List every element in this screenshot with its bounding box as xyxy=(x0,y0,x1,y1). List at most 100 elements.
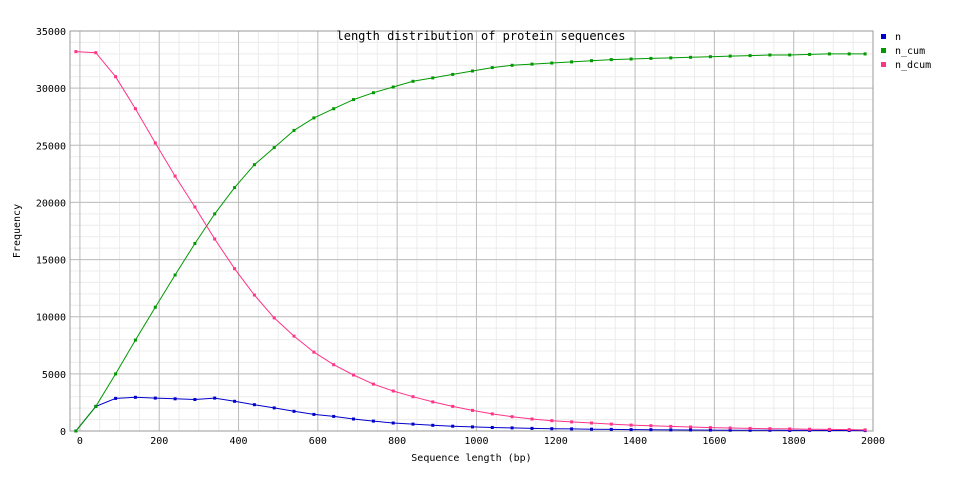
data-point xyxy=(609,422,613,426)
data-point xyxy=(748,54,752,58)
data-point xyxy=(352,417,355,421)
data-point xyxy=(213,396,217,400)
data-point xyxy=(411,79,415,83)
data-point xyxy=(371,382,375,386)
data-point xyxy=(550,61,554,65)
data-point xyxy=(570,427,574,431)
legend-label: n_dcum xyxy=(895,60,931,71)
x-tick-label: 2000 xyxy=(861,436,885,447)
data-point xyxy=(649,424,653,428)
data-point xyxy=(94,51,98,55)
data-point xyxy=(863,428,867,432)
data-point xyxy=(193,205,197,209)
x-axis-label: Sequence length (bp) xyxy=(411,453,531,464)
data-point xyxy=(708,426,712,430)
data-point xyxy=(550,419,554,423)
y-tick-label: 35000 xyxy=(36,27,66,38)
data-point xyxy=(788,427,792,431)
data-point xyxy=(590,427,593,431)
data-point xyxy=(252,403,256,407)
data-point xyxy=(748,426,752,430)
data-point xyxy=(352,98,355,102)
data-point xyxy=(689,425,693,429)
legend-marker xyxy=(881,34,886,39)
data-point xyxy=(530,426,534,430)
series-n xyxy=(74,395,867,433)
data-point xyxy=(708,428,712,432)
data-point xyxy=(490,412,494,416)
data-point xyxy=(827,52,831,56)
data-point xyxy=(490,66,494,70)
data-point xyxy=(590,59,593,63)
x-axis-ticks: 0 200 400 600 800 1000 1200 1400 1600 1800 2000 xyxy=(77,436,885,447)
x-tick-label: 1400 xyxy=(623,436,647,447)
data-point xyxy=(272,406,276,410)
data-point xyxy=(847,52,851,56)
data-point xyxy=(74,429,78,433)
data-point xyxy=(133,107,137,111)
data-point xyxy=(570,420,574,424)
data-point xyxy=(233,267,237,271)
data-point xyxy=(451,404,455,408)
data-point xyxy=(411,395,415,399)
series-layer xyxy=(74,50,867,433)
data-point xyxy=(689,428,693,432)
data-point xyxy=(451,424,455,428)
x-tick-label: 1600 xyxy=(702,436,726,447)
data-point xyxy=(768,428,772,432)
legend-label: n xyxy=(895,32,901,43)
data-point xyxy=(213,237,217,241)
x-tick-label: 400 xyxy=(229,436,247,447)
data-point xyxy=(332,414,336,418)
y-tick-label: 25000 xyxy=(36,141,66,152)
data-point xyxy=(332,107,336,111)
data-point xyxy=(391,85,395,89)
data-point xyxy=(510,415,514,419)
data-point xyxy=(193,398,197,401)
data-point xyxy=(451,72,455,76)
data-point xyxy=(728,428,732,432)
chart-title: length distribution of protein sequences xyxy=(337,29,626,43)
data-point xyxy=(863,52,867,56)
data-point xyxy=(788,53,792,57)
data-point xyxy=(431,423,435,427)
data-point xyxy=(233,399,237,403)
data-point xyxy=(471,69,474,73)
x-tick-label: 1000 xyxy=(464,436,488,447)
data-point xyxy=(411,422,415,426)
data-point xyxy=(292,128,296,132)
data-point xyxy=(292,334,296,338)
legend: n n_cum n_dcum xyxy=(881,32,931,71)
x-tick-label: 600 xyxy=(309,436,327,447)
data-point xyxy=(808,52,812,56)
data-point xyxy=(292,409,296,413)
y-tick-label: 30000 xyxy=(36,84,66,95)
data-point xyxy=(689,55,693,59)
legend-marker xyxy=(881,62,886,67)
data-point xyxy=(629,428,633,432)
data-point xyxy=(312,412,316,416)
legend-marker xyxy=(881,48,886,53)
data-point xyxy=(530,62,534,66)
data-point xyxy=(550,427,554,431)
legend-label: n_cum xyxy=(895,46,925,57)
plot-border xyxy=(69,30,874,432)
y-tick-label: 20000 xyxy=(36,198,66,209)
data-point xyxy=(272,316,276,320)
data-point xyxy=(233,186,237,190)
data-point xyxy=(490,426,494,429)
x-tick-label: 0 xyxy=(77,436,83,447)
data-point xyxy=(213,212,217,216)
series-n-cum xyxy=(74,52,867,433)
data-point xyxy=(669,424,673,428)
data-point xyxy=(748,428,752,432)
y-axis-ticks: 0 5000 10000 15000 20000 25000 30000 35000 xyxy=(36,27,66,438)
data-point xyxy=(471,408,474,412)
data-point xyxy=(133,338,137,342)
y-tick-label: 5000 xyxy=(42,370,66,381)
data-point xyxy=(431,76,435,80)
y-tick-label: 15000 xyxy=(36,256,66,267)
data-point xyxy=(510,63,514,67)
